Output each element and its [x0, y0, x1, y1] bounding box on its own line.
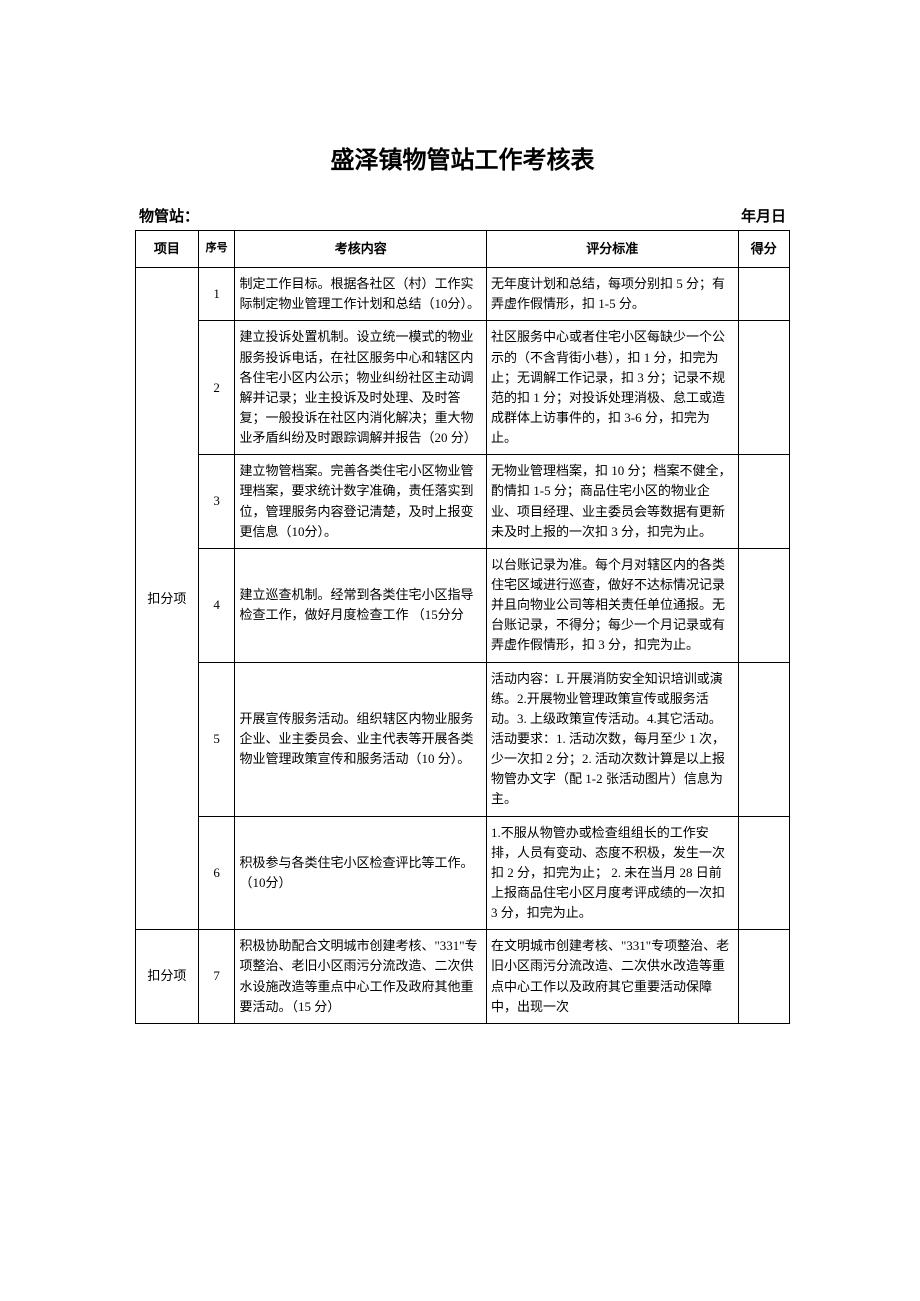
cell-content: 积极协助配合文明城市创建考核、"331"专项整治、老旧小区雨污分流改造、二次供水… — [235, 930, 487, 1024]
cell-score — [738, 816, 789, 930]
cell-content: 建立物管档案。完善各类住宅小区物业管理档案，要求统计数字准确，责任落实到位，管理… — [235, 455, 487, 549]
cell-criteria: 在文明城市创建考核、"331"专项整治、老旧小区雨污分流改造、二次供水改造等重点… — [486, 930, 738, 1024]
cell-seq: 3 — [198, 455, 235, 549]
cell-content: 开展宣传服务活动。组织辖区内物业服务企业、业主委员会、业主代表等开展各类物业管理… — [235, 662, 487, 816]
table-row: 2 建立投诉处置机制。设立统一模式的物业服务投诉电话，在社区服务中心和辖区内各住… — [136, 321, 790, 455]
cell-content: 建立巡查机制。经常到各类住宅小区指导检查工作，做好月度检查工作 （15分分 — [235, 548, 487, 662]
cell-seq: 5 — [198, 662, 235, 816]
cell-score — [738, 455, 789, 549]
table-row: 5 开展宣传服务活动。组织辖区内物业服务企业、业主委员会、业主代表等开展各类物业… — [136, 662, 790, 816]
header-row: 项目 序号 考核内容 评分标准 得分 — [136, 231, 790, 268]
col-content: 考核内容 — [235, 231, 487, 268]
group-deduction-2: 扣分项 — [136, 930, 199, 1024]
col-criteria: 评分标准 — [486, 231, 738, 268]
page-title: 盛泽镇物管站工作考核表 — [135, 140, 790, 175]
table-row: 扣分项 1 制定工作目标。根据各社区（村）工作实际制定物业管理工作计划和总结（1… — [136, 268, 790, 321]
cell-criteria: 以台账记录为准。每个月对辖区内的各类住宅区域进行巡查，做好不达标情况记录并且向物… — [486, 548, 738, 662]
cell-score — [738, 321, 789, 455]
cell-seq: 2 — [198, 321, 235, 455]
cell-score — [738, 662, 789, 816]
meta-row: 物管站： 年月日 — [135, 205, 790, 226]
table-row: 4 建立巡查机制。经常到各类住宅小区指导检查工作，做好月度检查工作 （15分分 … — [136, 548, 790, 662]
cell-content: 积极参与各类住宅小区检查评比等工作。（10分） — [235, 816, 487, 930]
cell-content: 建立投诉处置机制。设立统一模式的物业服务投诉电话，在社区服务中心和辖区内各住宅小… — [235, 321, 487, 455]
group-deduction-1: 扣分项 — [136, 268, 199, 930]
table-row: 扣分项 7 积极协助配合文明城市创建考核、"331"专项整治、老旧小区雨污分流改… — [136, 930, 790, 1024]
cell-seq: 1 — [198, 268, 235, 321]
table-row: 3 建立物管档案。完善各类住宅小区物业管理档案，要求统计数字准确，责任落实到位，… — [136, 455, 790, 549]
cell-seq: 4 — [198, 548, 235, 662]
cell-criteria: 社区服务中心或者住宅小区每缺少一个公示的（不含背街小巷），扣 1 分，扣完为止；… — [486, 321, 738, 455]
table-row: 6 积极参与各类住宅小区检查评比等工作。（10分） 1.不服从物管办或检查组组长… — [136, 816, 790, 930]
date-label: 年月日 — [741, 205, 786, 226]
cell-score — [738, 268, 789, 321]
col-score: 得分 — [738, 231, 789, 268]
cell-criteria: 无物业管理档案，扣 10 分；档案不健全，酌情扣 1-5 分；商品住宅小区的物业… — [486, 455, 738, 549]
col-seq: 序号 — [198, 231, 235, 268]
station-label: 物管站： — [139, 205, 199, 226]
col-project: 项目 — [136, 231, 199, 268]
cell-content: 制定工作目标。根据各社区（村）工作实际制定物业管理工作计划和总结（10分）。 — [235, 268, 487, 321]
cell-seq: 7 — [198, 930, 235, 1024]
cell-score — [738, 548, 789, 662]
cell-criteria: 1.不服从物管办或检查组组长的工作安排，人员有变动、态度不积极，发生一次扣 2 … — [486, 816, 738, 930]
cell-seq: 6 — [198, 816, 235, 930]
cell-criteria: 活动内容：L 开展消防安全知识培训或演练。2.开展物业管理政策宣传或服务活动。3… — [486, 662, 738, 816]
cell-criteria: 无年度计划和总结，每项分别扣 5 分；有弄虚作假情形，扣 1-5 分。 — [486, 268, 738, 321]
assessment-table: 项目 序号 考核内容 评分标准 得分 扣分项 1 制定工作目标。根据各社区（村）… — [135, 230, 790, 1024]
cell-score — [738, 930, 789, 1024]
